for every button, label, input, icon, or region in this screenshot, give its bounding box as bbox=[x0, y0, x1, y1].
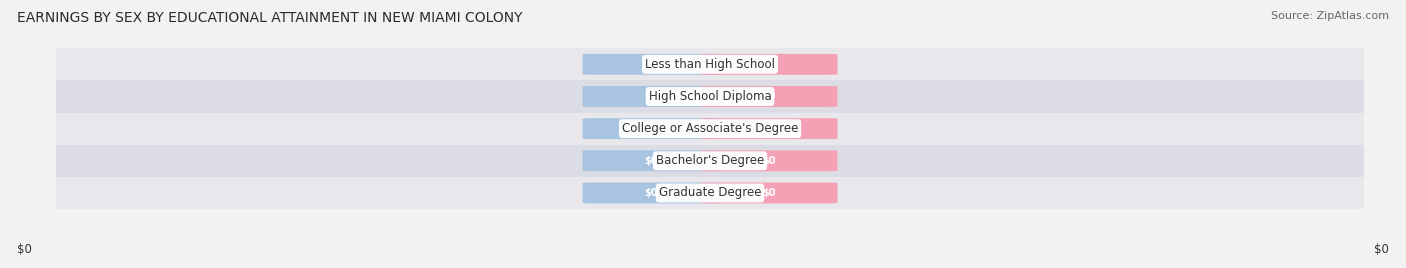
FancyBboxPatch shape bbox=[700, 150, 838, 171]
Text: $0: $0 bbox=[644, 59, 658, 69]
Bar bbox=[56, 80, 1364, 113]
FancyBboxPatch shape bbox=[582, 86, 720, 107]
Text: $0: $0 bbox=[762, 59, 776, 69]
FancyBboxPatch shape bbox=[582, 183, 720, 203]
FancyBboxPatch shape bbox=[700, 118, 838, 139]
Text: $0: $0 bbox=[644, 156, 658, 166]
Text: Source: ZipAtlas.com: Source: ZipAtlas.com bbox=[1271, 11, 1389, 21]
Text: Bachelor's Degree: Bachelor's Degree bbox=[657, 154, 763, 167]
Text: $0: $0 bbox=[762, 188, 776, 198]
Bar bbox=[56, 177, 1364, 209]
Text: Less than High School: Less than High School bbox=[645, 58, 775, 71]
Text: $0: $0 bbox=[762, 91, 776, 102]
Text: $0: $0 bbox=[644, 91, 658, 102]
Text: High School Diploma: High School Diploma bbox=[648, 90, 772, 103]
FancyBboxPatch shape bbox=[582, 54, 720, 75]
Text: Graduate Degree: Graduate Degree bbox=[659, 187, 761, 199]
Text: $0: $0 bbox=[1374, 243, 1389, 256]
Text: $0: $0 bbox=[762, 156, 776, 166]
Legend: Male, Female: Male, Female bbox=[651, 264, 769, 268]
Text: $0: $0 bbox=[644, 188, 658, 198]
FancyBboxPatch shape bbox=[700, 54, 838, 75]
Text: EARNINGS BY SEX BY EDUCATIONAL ATTAINMENT IN NEW MIAMI COLONY: EARNINGS BY SEX BY EDUCATIONAL ATTAINMEN… bbox=[17, 11, 523, 25]
Text: $0: $0 bbox=[644, 124, 658, 134]
FancyBboxPatch shape bbox=[582, 150, 720, 171]
FancyBboxPatch shape bbox=[700, 183, 838, 203]
Bar bbox=[56, 48, 1364, 80]
Bar bbox=[56, 113, 1364, 145]
Bar bbox=[56, 145, 1364, 177]
Text: $0: $0 bbox=[762, 124, 776, 134]
Text: College or Associate's Degree: College or Associate's Degree bbox=[621, 122, 799, 135]
FancyBboxPatch shape bbox=[582, 118, 720, 139]
FancyBboxPatch shape bbox=[700, 86, 838, 107]
Text: $0: $0 bbox=[17, 243, 32, 256]
